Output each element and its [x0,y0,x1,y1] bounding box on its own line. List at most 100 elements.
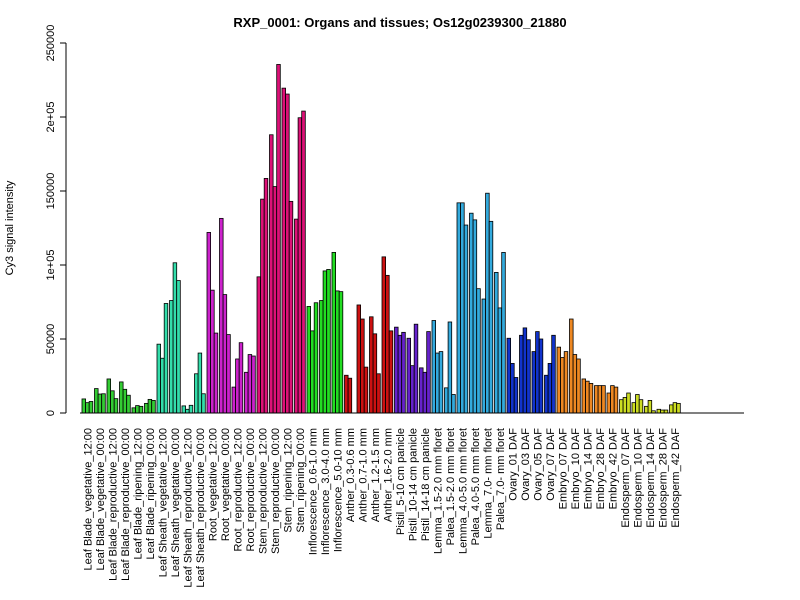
bar [581,378,586,414]
bars-layer [81,64,681,414]
bar [260,198,265,414]
bar [369,316,374,414]
bar [247,354,253,414]
bar [588,382,594,414]
x-tick-label: Leaf Blade_vegetative_00:00 [95,428,107,571]
bar [544,374,549,414]
bar [88,401,94,414]
bar [576,358,581,414]
bar [385,274,390,414]
bar [188,404,194,414]
x-tick-label: Leaf Blade_reproductive_00:00 [120,428,132,581]
bar [447,321,453,414]
bar [388,330,394,414]
bar [256,276,261,414]
bar [360,318,365,414]
x-tick-label: Leaf Blade_reproductive_12:00 [107,428,119,581]
bar [506,337,511,414]
x-tick-label: Stem_reproductive_12:00 [257,428,269,554]
bar [338,291,344,414]
x-tick-label: Embryo_42 DAF [607,428,619,510]
bar [94,388,99,414]
bar [613,386,619,414]
x-tick-label: Anther_1.2-1.5 mm [370,428,382,522]
x-tick-label: Leaf Blade_vegetative_12:00 [82,428,94,571]
bar [572,354,578,414]
bar [106,378,111,414]
bar [497,307,503,414]
bar [501,252,506,414]
bar [585,380,590,414]
bar [469,212,474,414]
bar [313,302,319,414]
bar [397,334,403,414]
x-tick-label: Anther_0.7-1.0 mm [357,428,369,522]
bar [131,407,136,414]
bar [326,269,331,414]
bar [606,392,611,414]
x-tick-label: Anther_0.3-0.6 mm [345,428,357,522]
bar [419,367,424,414]
bar [301,110,306,414]
x-tick-label: Stem_reproductive_00:00 [270,428,282,554]
bar [126,394,131,414]
bar [169,300,174,414]
bar [322,270,328,414]
bar [406,337,411,414]
bar [244,371,249,414]
bar [510,363,515,414]
bar [551,334,556,414]
bar [401,331,406,414]
bar [269,134,274,414]
bar [206,232,211,414]
x-tick-label: Root_vegetative_00:00 [220,428,232,541]
bar [601,385,606,414]
x-tick-label: Stem_ripening_00:00 [295,428,307,533]
x-tick-label: Embryo_07 DAF [557,428,569,510]
bar [160,357,165,414]
bar [176,280,181,414]
bar [522,327,528,414]
bar [163,303,169,414]
bar [560,357,565,414]
x-tick-label: Embryo_14 DAF [582,428,594,510]
bar [144,402,149,414]
x-tick-label: Palea_7.0- mm floret [495,428,507,530]
bar [647,400,653,414]
bar [426,331,431,414]
bar [213,332,219,414]
bar [185,408,190,414]
bar [113,398,119,414]
bar [122,388,128,414]
bar [676,402,681,414]
bar [181,405,186,414]
x-tick-label: Pistil_14-18 cm panicle [420,428,432,541]
x-tick-label: Endosperm_10 DAF [632,428,644,528]
x-tick-label: Lemma_1.5-2.0 mm floret [432,428,444,554]
bar [597,385,603,414]
bar [538,338,544,414]
x-tick-label: Root_vegetative_12:00 [207,428,219,541]
x-tick-label: Ovary_05 DAF [532,428,544,501]
bar [97,393,103,414]
bar [413,323,419,414]
bar [394,326,399,414]
y-tick-label: 250000 [45,25,57,62]
x-tick-label: Embryo_10 DAF [570,428,582,510]
x-tick-label: Pistil_10-14 cm panicle [407,428,419,541]
bar [635,394,640,414]
bar [251,355,256,414]
bar [156,343,161,414]
x-axis: Leaf Blade_vegetative_12:00 Leaf Blade_ve… [80,412,744,588]
bar [335,290,340,414]
bar [135,405,140,414]
x-tick-label: Leaf Sheath_reproductive_00:00 [195,428,207,588]
bar [535,331,540,414]
bar [488,220,494,414]
x-tick-label: Leaf Sheath_reproductive_12:00 [182,428,194,588]
bar [306,306,311,414]
bar [451,394,456,414]
bar [485,192,490,414]
bar [310,330,315,414]
